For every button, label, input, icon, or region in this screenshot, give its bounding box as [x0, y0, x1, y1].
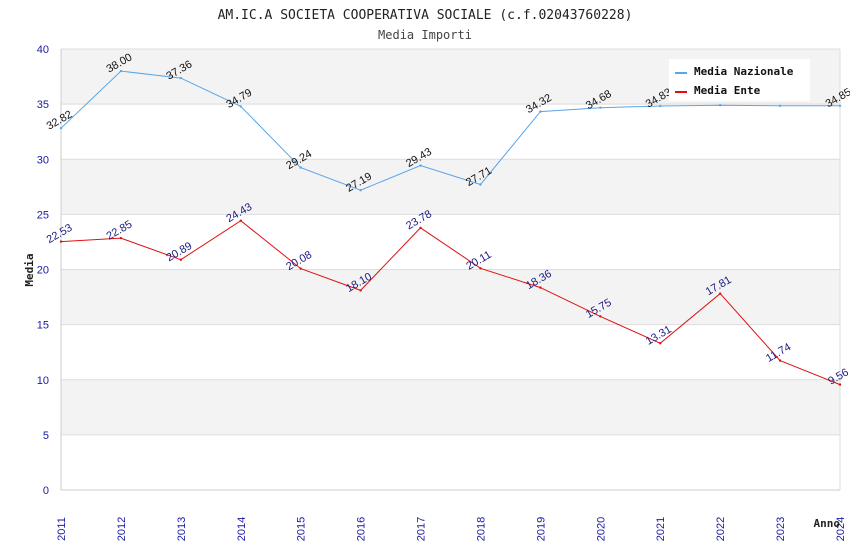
x-tick-2014: 2014 [236, 517, 248, 541]
y-tick-0: 0 [43, 485, 49, 497]
data-point-media-nazionale-2022 [718, 104, 722, 107]
data-point-media-nazionale-2023 [778, 104, 782, 107]
x-tick-2022: 2022 [715, 517, 727, 541]
y-axis-label: Media [23, 253, 36, 286]
data-point-media-ente-2013 [179, 258, 183, 261]
x-tick-2016: 2016 [356, 517, 368, 541]
data-point-media-nazionale-2020 [599, 106, 602, 109]
x-tick-2017: 2017 [416, 517, 428, 541]
data-point-media-nazionale-2012 [119, 69, 123, 73]
y-tick-15: 15 [37, 320, 49, 332]
data-point-media-nazionale-2015 [299, 166, 302, 169]
band-0-5 [61, 434, 840, 490]
data-point-media-ente-2021 [659, 342, 662, 345]
x-axis-label: Anno [814, 517, 841, 530]
x-tick-2020: 2020 [595, 517, 607, 541]
x-tick-2011: 2011 [56, 517, 68, 541]
x-tick-2015: 2015 [296, 517, 308, 541]
data-point-media-ente-2016 [359, 289, 362, 292]
x-tick-2023: 2023 [775, 517, 787, 541]
x-tick-2018: 2018 [475, 517, 487, 541]
x-tick-2012: 2012 [116, 517, 128, 541]
data-point-media-ente-2023 [778, 359, 782, 362]
series-line-media-ente [60, 220, 841, 386]
series-line-media-nazionale [60, 70, 840, 191]
legend: Media Nazionale Media Ente [669, 59, 810, 101]
y-tick-35: 35 [37, 99, 49, 111]
data-point-media-nazionale-2024 [838, 104, 842, 107]
band-25-30 [61, 159, 840, 215]
data-point-media-ente-2018 [479, 267, 482, 270]
band-15-20 [61, 269, 840, 325]
data-point-media-ente-2024 [838, 383, 842, 386]
y-tick-40: 40 [37, 44, 49, 56]
x-tick-2021: 2021 [655, 517, 667, 541]
band-30-35 [61, 104, 840, 160]
chart-title: AM.IC.A SOCIETA COOPERATIVA SOCIALE (c.f… [218, 8, 633, 23]
legend-label-media-nazionale: Media Nazionale [694, 65, 794, 78]
band-10-15 [61, 324, 840, 380]
band-5-10 [61, 379, 840, 435]
data-point-media-nazionale-2018 [479, 183, 482, 186]
data-point-media-nazionale-2014 [239, 105, 242, 108]
data-point-media-nazionale-2021 [659, 104, 662, 108]
x-tick-2013: 2013 [176, 517, 188, 541]
data-point-media-nazionale-2013 [179, 76, 183, 80]
y-tick-5: 5 [43, 430, 49, 442]
data-point-media-nazionale-2017 [419, 164, 422, 167]
x-tick-2024: 2024 [835, 517, 847, 541]
data-point-media-ente-2017 [419, 226, 422, 230]
data-point-media-ente-2012 [119, 236, 123, 240]
data-point-media-nazionale-2016 [359, 189, 362, 192]
data-point-media-ente-2022 [718, 292, 722, 295]
y-tick-10: 10 [37, 375, 49, 387]
series-lines [59, 69, 842, 386]
x-tick-2019: 2019 [535, 517, 547, 541]
data-point-media-ente-2014 [239, 219, 242, 222]
axes [60, 49, 841, 491]
chart-subtitle: Media Importi [378, 28, 472, 42]
data-point-media-ente-2011 [59, 240, 63, 243]
legend-label-media-ente: Media Ente [694, 84, 761, 97]
data-point-media-nazionale-2019 [539, 110, 542, 113]
data-point-media-ente-2015 [299, 267, 302, 270]
y-tick-labels: 0 5 10 15 20 25 30 35 40 [37, 44, 49, 497]
data-point-media-ente-2019 [539, 286, 542, 289]
y-tick-30: 30 [37, 154, 49, 166]
y-tick-25: 25 [37, 209, 49, 221]
x-tick-labels: 2011 2012 2013 2014 2015 2016 2017 2018 2019 2020… [56, 517, 847, 541]
legend-box [669, 59, 810, 101]
y-tick-20: 20 [37, 265, 49, 277]
data-point-media-ente-2020 [599, 315, 602, 318]
band-20-25 [61, 214, 840, 270]
data-point-media-nazionale-2011 [59, 126, 63, 130]
background-bands [61, 49, 840, 490]
